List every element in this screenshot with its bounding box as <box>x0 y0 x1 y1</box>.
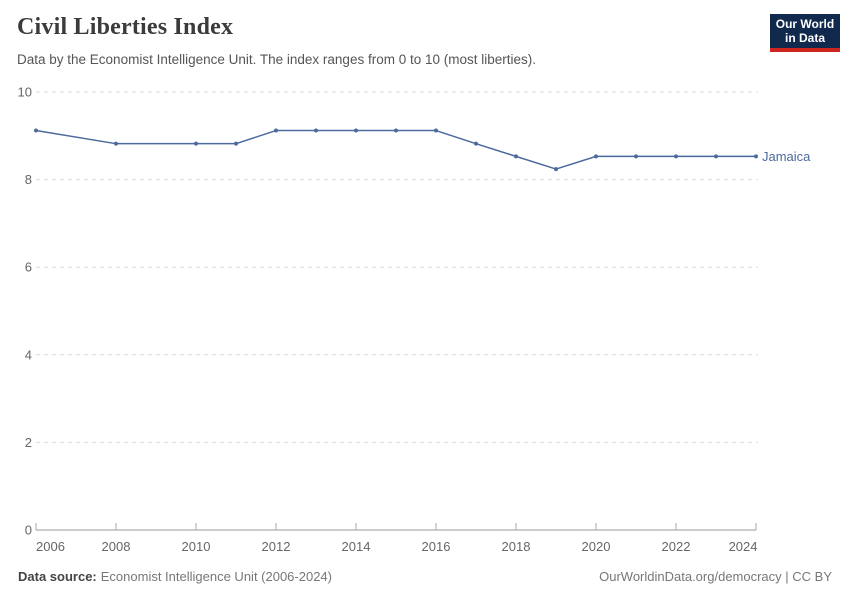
data-point[interactable] <box>194 141 198 146</box>
logo-line1: Our World <box>775 17 835 31</box>
data-point[interactable] <box>714 154 718 159</box>
y-axis-tick-label: 6 <box>25 260 32 275</box>
data-point[interactable] <box>394 128 398 133</box>
data-point[interactable] <box>434 128 438 133</box>
x-axis-tick-label: 2010 <box>182 539 211 554</box>
x-axis-tick-label: 2018 <box>502 539 531 554</box>
data-source-value: Economist Intelligence Unit (2006-2024) <box>100 569 332 584</box>
data-point[interactable] <box>474 141 478 146</box>
data-point[interactable] <box>274 128 278 133</box>
x-axis-tick-label: 2008 <box>102 539 131 554</box>
data-point[interactable] <box>34 128 38 133</box>
logo-red-bar <box>770 48 840 52</box>
y-axis-tick-label: 8 <box>25 172 32 187</box>
page-title: Civil Liberties Index <box>17 14 234 40</box>
y-axis-tick-label: 0 <box>25 523 32 538</box>
y-axis-tick-label: 4 <box>25 347 32 362</box>
x-axis-tick-label: 2006 <box>36 539 65 554</box>
data-source: Data source: Economist Intelligence Unit … <box>18 569 332 584</box>
data-point[interactable] <box>634 154 638 159</box>
data-point[interactable] <box>514 154 518 159</box>
data-point[interactable] <box>354 128 358 133</box>
data-point[interactable] <box>114 141 118 146</box>
y-axis-tick-label: 10 <box>18 85 32 100</box>
data-source-label: Data source: <box>18 569 97 584</box>
x-axis-tick-label: 2016 <box>422 539 451 554</box>
logo-navy-box: Our World in Data <box>770 14 840 48</box>
data-point[interactable] <box>234 141 238 146</box>
data-point[interactable] <box>594 154 598 159</box>
data-point[interactable] <box>674 154 678 159</box>
x-axis-tick-label: 2020 <box>582 539 611 554</box>
x-axis-tick-label: 2022 <box>662 539 691 554</box>
logo-line2: in Data <box>784 30 825 45</box>
series-label[interactable]: Jamaica <box>762 149 811 164</box>
owid-logo[interactable]: Our World in Data <box>770 14 840 52</box>
y-axis-tick-label: 2 <box>25 435 32 450</box>
x-axis-tick-label: 2014 <box>342 539 371 554</box>
attribution-link[interactable]: OurWorldinData.org/democracy | CC BY <box>599 569 832 584</box>
chart-footer: Data source: Economist Intelligence Unit … <box>18 569 832 584</box>
data-point[interactable] <box>554 167 558 172</box>
data-point[interactable] <box>314 128 318 133</box>
x-axis-tick-label: 2012 <box>262 539 291 554</box>
series-line-jamaica[interactable] <box>35 129 757 170</box>
chart-subtitle: Data by the Economist Intelligence Unit.… <box>17 52 536 67</box>
data-point[interactable] <box>754 154 758 159</box>
line-chart: 0 2 4 6 8 10 2006 2008 2010 2012 2014 2016 2018 2020 2… <box>18 85 812 555</box>
x-axis-tick-label: 2024 <box>729 539 758 554</box>
